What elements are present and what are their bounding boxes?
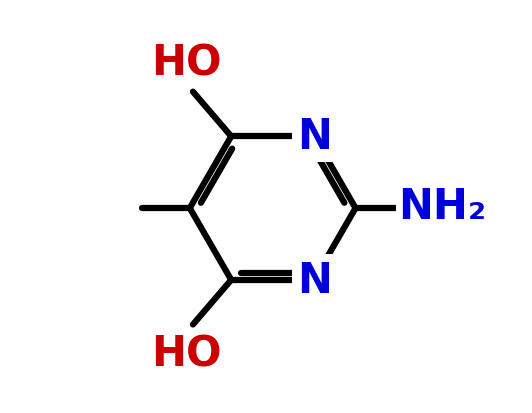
Text: NH₂: NH₂ — [398, 186, 487, 228]
Text: HO: HO — [151, 43, 222, 85]
Text: HO: HO — [151, 332, 222, 375]
Text: N: N — [297, 259, 331, 301]
Text: N: N — [297, 116, 331, 158]
